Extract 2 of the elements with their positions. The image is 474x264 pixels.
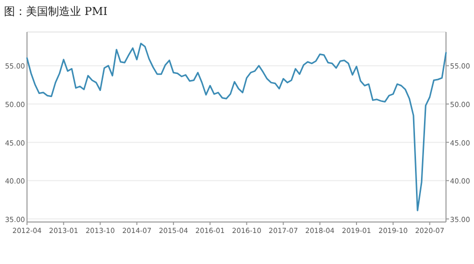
line-series bbox=[26, 42, 447, 212]
chart-title: 图：美国制造业 PMI bbox=[4, 5, 108, 18]
